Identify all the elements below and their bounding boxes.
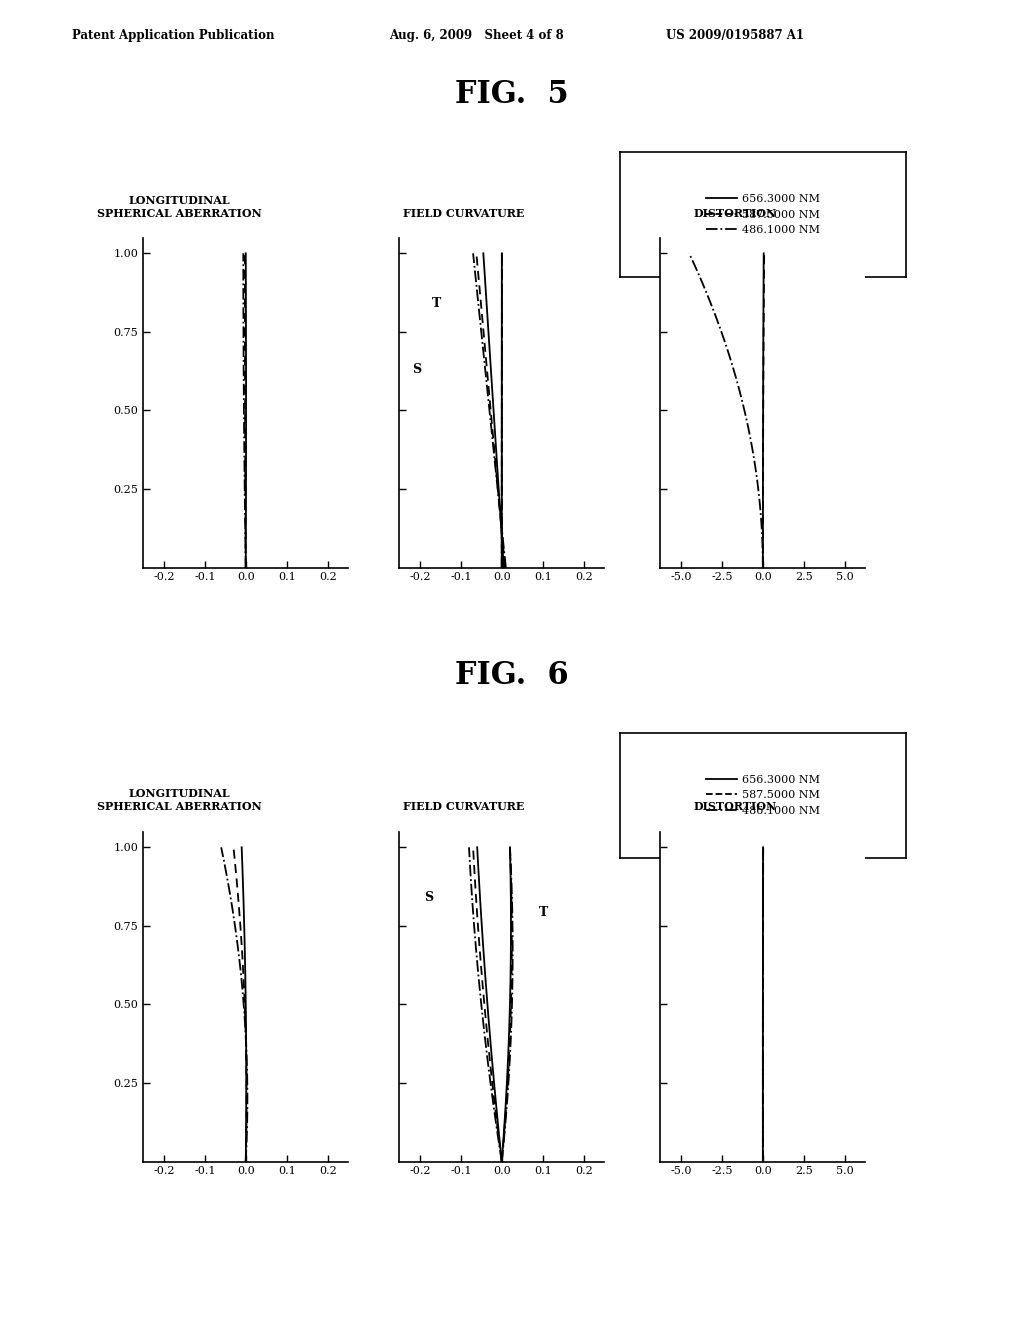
Text: S: S: [424, 891, 433, 904]
Text: US 2009/0195887 A1: US 2009/0195887 A1: [666, 29, 804, 42]
Text: T: T: [539, 907, 548, 920]
Legend: 656.3000 NM, 587.5000 NM, 486.1000 NM: 656.3000 NM, 587.5000 NM, 486.1000 NM: [702, 190, 823, 239]
Text: T: T: [432, 297, 441, 310]
Text: DISTORTION: DISTORTION: [693, 209, 777, 219]
Text: LONGITUDINAL
SPHERICAL ABERRATION: LONGITUDINAL SPHERICAL ABERRATION: [97, 788, 261, 812]
Legend: 656.3000 NM, 587.5000 NM, 486.1000 NM: 656.3000 NM, 587.5000 NM, 486.1000 NM: [702, 771, 823, 820]
Text: LONGITUDINAL
SPHERICAL ABERRATION: LONGITUDINAL SPHERICAL ABERRATION: [97, 195, 261, 219]
Text: Aug. 6, 2009   Sheet 4 of 8: Aug. 6, 2009 Sheet 4 of 8: [389, 29, 564, 42]
Text: FIG.  6: FIG. 6: [456, 660, 568, 690]
Text: Patent Application Publication: Patent Application Publication: [72, 29, 274, 42]
Text: FIG.  5: FIG. 5: [456, 79, 568, 110]
Text: FIELD CURVATURE: FIELD CURVATURE: [403, 209, 524, 219]
Text: DISTORTION: DISTORTION: [693, 801, 777, 812]
Text: FIELD CURVATURE: FIELD CURVATURE: [403, 801, 524, 812]
Text: S: S: [412, 363, 421, 376]
